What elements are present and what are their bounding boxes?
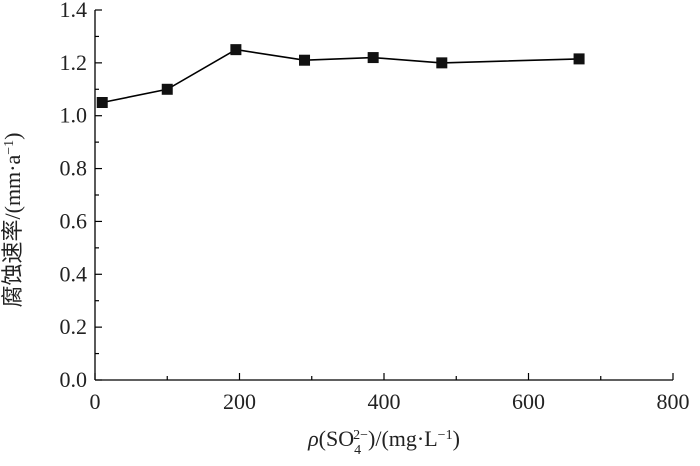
y-tick-label: 0.8 bbox=[60, 156, 88, 181]
x-axis-title-sup: 2− bbox=[353, 428, 368, 443]
x-axis-title-so: (SO bbox=[319, 426, 354, 451]
y-tick-label: 0.2 bbox=[60, 314, 88, 339]
y-axis-title-main: 腐蚀速率/(mm·a bbox=[0, 155, 25, 308]
plot-area: 0.0 0.2 0.4 0.6 0.8 1.0 1.2 1.4 0 200 400 600 800 bbox=[60, 0, 690, 414]
x-axis-title-rho: ρ bbox=[307, 426, 319, 451]
x-tick-label: 200 bbox=[223, 389, 256, 414]
x-tick-label: 600 bbox=[512, 389, 545, 414]
svg-text:ρ(SO42−)/(mg·L−1): ρ(SO42−)/(mg·L−1) bbox=[307, 426, 460, 458]
y-tick-label: 1.4 bbox=[60, 0, 88, 22]
data-point bbox=[230, 44, 242, 56]
y-axis-title-sup: −1 bbox=[2, 140, 17, 155]
y-tick-label: 0.6 bbox=[60, 208, 88, 233]
x-tick-label: 0 bbox=[90, 389, 101, 414]
y-tick-label: 0.0 bbox=[60, 367, 88, 392]
y-tick-label: 1.2 bbox=[60, 50, 88, 75]
x-tick-label: 800 bbox=[657, 389, 690, 414]
data-point bbox=[299, 54, 311, 66]
x-axis-title-rest: )/(mg·L bbox=[368, 426, 438, 451]
x-axis-title: ρ(SO42−)/(mg·L−1) bbox=[307, 426, 460, 458]
y-axis-title-close: ) bbox=[0, 133, 25, 140]
x-tick-label: 400 bbox=[368, 389, 401, 414]
y-tick-label: 0.4 bbox=[60, 261, 88, 286]
data-point bbox=[367, 52, 379, 64]
svg-text:腐蚀速率/(mm·a−1): 腐蚀速率/(mm·a−1) bbox=[0, 133, 25, 308]
data-point bbox=[161, 83, 173, 95]
y-axis-title: 腐蚀速率/(mm·a−1) bbox=[0, 133, 25, 308]
data-point bbox=[573, 53, 585, 65]
series-line bbox=[102, 48, 580, 104]
x-axis-title-close: ) bbox=[453, 426, 460, 451]
data-point bbox=[96, 97, 108, 108]
x-axis-title-sub: 4 bbox=[354, 443, 361, 458]
data-point bbox=[436, 57, 448, 69]
x-axis-title-unit-sup: −1 bbox=[438, 428, 453, 443]
y-tick-label: 1.0 bbox=[60, 103, 88, 128]
